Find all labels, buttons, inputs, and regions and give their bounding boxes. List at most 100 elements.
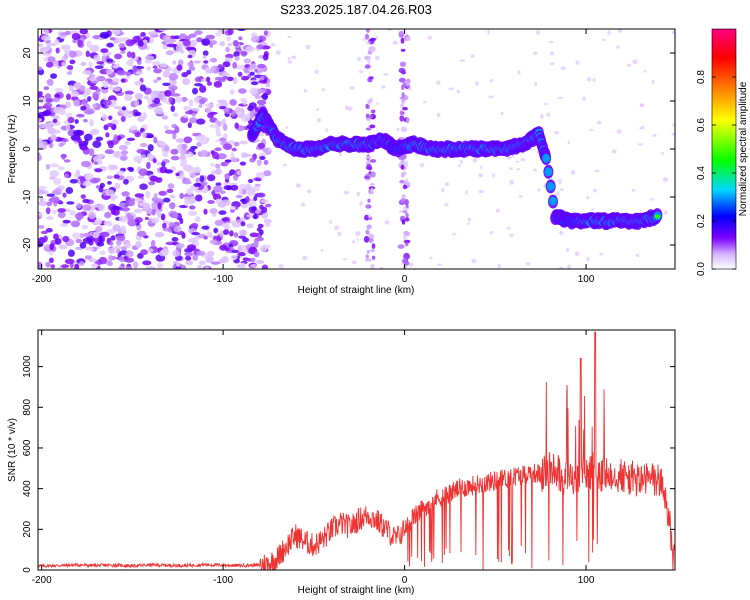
noise-blob <box>57 211 66 219</box>
noise-blob <box>175 44 183 53</box>
noise-blob <box>215 132 222 137</box>
noise-blob <box>38 140 45 147</box>
stripe-blob <box>403 239 411 244</box>
scatter-blob <box>437 263 442 266</box>
scatter-blob <box>356 238 360 241</box>
scatter-blob <box>596 120 602 125</box>
stripe-blob <box>400 153 407 160</box>
noise-blob <box>263 30 268 36</box>
noise-blob <box>152 90 161 95</box>
noise-blob <box>249 157 256 163</box>
scatter-blob <box>379 266 384 269</box>
noise-blob <box>57 208 66 213</box>
noise-blob <box>38 112 48 117</box>
noise-blob <box>186 244 197 251</box>
noise-blob <box>215 198 221 204</box>
noise-blob <box>45 261 51 268</box>
noise-blob <box>91 263 99 269</box>
scatter-blob <box>560 66 566 71</box>
noise-blob <box>238 140 248 145</box>
scatter-blob <box>546 112 551 117</box>
noise-blob <box>162 82 171 87</box>
noise-blob <box>45 163 51 170</box>
scatter-blob <box>500 111 504 116</box>
noise-blob <box>175 138 185 144</box>
noise-blob <box>248 200 257 208</box>
noise-blob <box>159 63 168 68</box>
scatter-blob <box>381 85 386 89</box>
scatter-blob <box>567 264 571 269</box>
noise-blob <box>82 180 92 187</box>
noise-blob <box>61 61 67 67</box>
noise-blob <box>238 183 247 189</box>
noise-blob <box>69 179 79 184</box>
noise-blob <box>219 41 225 47</box>
noise-blob <box>86 40 92 49</box>
noise-blob <box>187 122 192 129</box>
noise-blob <box>94 65 104 69</box>
noise-blob <box>191 107 200 112</box>
stripe-blob <box>364 258 372 262</box>
noise-blob <box>172 249 181 257</box>
scatter-blob <box>570 170 576 175</box>
noise-blob <box>172 132 177 140</box>
noise-blob <box>252 213 258 220</box>
noise-blob <box>82 198 90 204</box>
stripe-blob <box>364 175 370 180</box>
noise-blob <box>204 266 210 269</box>
scatter-blob <box>392 40 398 45</box>
noise-blob <box>61 44 71 51</box>
noise-blob <box>114 182 121 190</box>
stripe-blob <box>400 103 405 108</box>
noise-blob <box>92 140 102 148</box>
noise-blob <box>118 42 126 49</box>
noise-blob <box>244 64 251 68</box>
noise-blob <box>230 255 238 261</box>
scatter-blob <box>334 225 340 230</box>
noise-blob <box>38 66 43 71</box>
snr-y-label: SNR (10 * v/v) <box>7 418 18 482</box>
noise-blob <box>80 145 89 151</box>
noise-blob <box>238 36 243 41</box>
noise-blob <box>45 207 51 215</box>
noise-blob <box>148 181 156 186</box>
noise-blob <box>96 177 101 182</box>
noise-blob <box>89 85 99 90</box>
scatter-blob <box>317 118 321 123</box>
scatter-blob <box>376 102 379 106</box>
snr-x-ticks: -200 -100 0 100 <box>32 330 595 586</box>
stripe-blob <box>368 46 376 53</box>
noise-blob <box>72 232 81 240</box>
noise-blob <box>183 136 193 144</box>
noise-blob <box>179 217 184 225</box>
scatter-blob <box>607 30 611 36</box>
noise-blob <box>175 172 180 177</box>
noise-blob <box>206 76 211 83</box>
noise-blob <box>257 63 266 69</box>
noise-blob <box>146 161 151 169</box>
scatter-blob <box>517 70 521 75</box>
noise-blob <box>148 31 158 36</box>
stripe-blob <box>367 58 371 65</box>
noise-blob <box>47 56 56 63</box>
noise-blob <box>124 140 131 145</box>
noise-blob <box>171 80 177 85</box>
noise-blob <box>114 53 123 60</box>
noise-blob <box>106 68 113 75</box>
noise-blob <box>47 78 54 86</box>
noise-blob <box>140 154 146 159</box>
stripe-blob <box>401 194 406 199</box>
scatter-blob <box>325 128 329 133</box>
noise-blob <box>153 68 163 74</box>
x-tick-label: -200 <box>32 274 52 285</box>
stripe-blob <box>369 124 376 129</box>
noise-blob <box>151 217 160 224</box>
scatter-blob <box>316 108 319 112</box>
noise-blob <box>199 139 209 145</box>
scatter-blob <box>632 59 638 65</box>
noise-blob <box>52 97 61 103</box>
stripe-blob <box>398 30 405 38</box>
scatter-blob <box>478 173 484 178</box>
noise-blob <box>260 199 269 204</box>
noise-blob <box>80 194 86 200</box>
